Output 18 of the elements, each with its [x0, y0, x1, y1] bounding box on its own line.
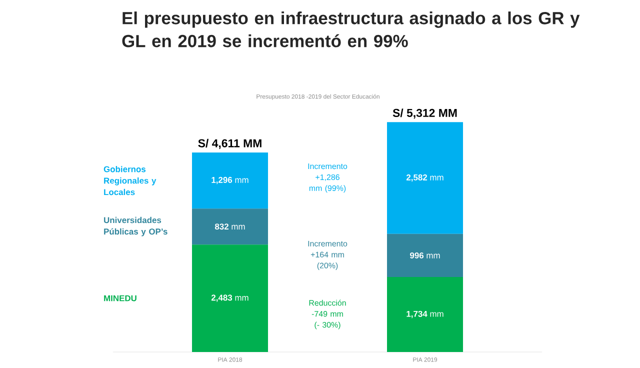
data-label: 832 mm [214, 224, 245, 230]
chart-title: El presupuesto en infraestructura asignado a los GR y GL en 2019 se incrementó en 99% [122, 12, 580, 48]
bar [387, 276, 464, 352]
bar [387, 234, 464, 277]
text: MINEDU [104, 295, 136, 302]
bar [192, 152, 268, 209]
data-label: 2,582 mm [406, 174, 444, 182]
bar [387, 122, 464, 234]
data-label: 1,296 mm [212, 176, 248, 184]
bar [192, 208, 268, 245]
total-label: S/ 4,611 MM [198, 138, 262, 149]
data-label: 996 mm [410, 252, 440, 258]
total-label: S/ 5,312 MM [392, 108, 457, 119]
text: Universidades Públicas y OP’s [104, 216, 168, 236]
data-label: 2,483 mm [211, 294, 248, 302]
text: Gobiernos Regionales y Locales [104, 166, 156, 196]
bar [192, 244, 268, 352]
data-label: 1,734 mm [406, 310, 444, 318]
